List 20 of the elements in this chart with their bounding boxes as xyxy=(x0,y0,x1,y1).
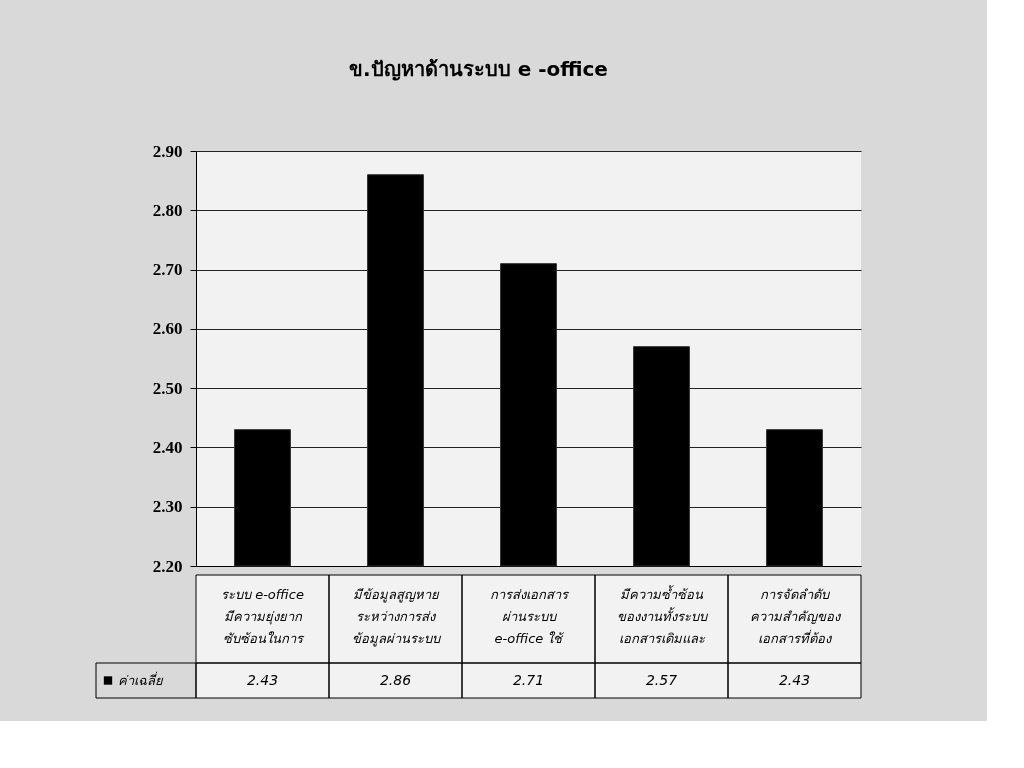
x-tick-label: การส่งเอกสาร ผ่านระบบ e-office ใช้ xyxy=(489,587,570,646)
y-tick-label: 2.50 xyxy=(152,378,183,398)
data-label: 2.71 xyxy=(512,671,545,688)
x-tick-label: มีข้อมูลสูญหาย ระหว่างการส่ง ข้อมูลผ่านระบบ xyxy=(351,587,442,647)
y-tick-label: 2.30 xyxy=(152,497,183,517)
y-tick-label: 2.80 xyxy=(152,200,183,220)
y-tick-label: 2.90 xyxy=(152,141,183,161)
y-tick-label: 2.70 xyxy=(152,260,183,280)
chart-title: ข.ปัญหาด้านระบบ e -office xyxy=(349,57,608,81)
x-tick-label: การจัดลำดับ ความสำคัญของ เอกสารที่ต้อง xyxy=(749,587,842,646)
y-tick-label: 2.60 xyxy=(152,319,183,339)
legend-label: ค่าเฉลี่ย xyxy=(118,670,164,688)
y-tick-label: 2.40 xyxy=(152,437,183,457)
x-tick-label: ระบบ e-office มีความยุ่งยาก ซับซ้อนในการ xyxy=(221,587,305,646)
x-tick-label: มีความซ้ำซ้อน ของงานทั้งระบบ เอกสารเดิมและ xyxy=(616,585,709,646)
data-label: 2.43 xyxy=(246,671,279,688)
data-label: 2.57 xyxy=(645,671,678,688)
data-label: 2.43 xyxy=(778,671,811,688)
y-tick-label: 2.20 xyxy=(152,556,183,576)
data-label: 2.86 xyxy=(379,671,412,688)
